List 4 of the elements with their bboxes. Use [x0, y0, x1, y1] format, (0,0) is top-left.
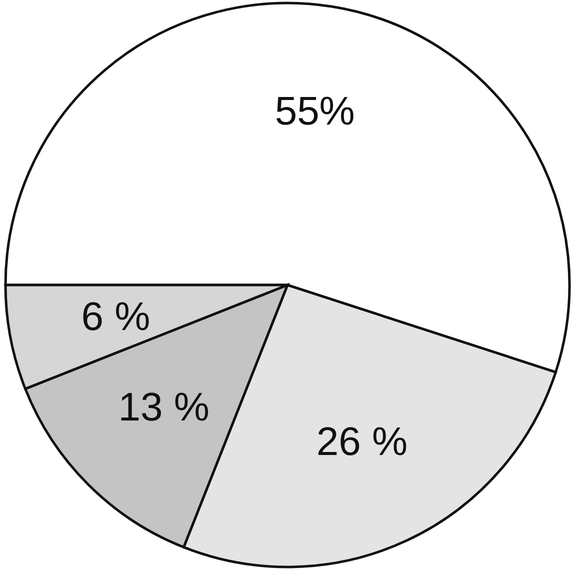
data-label: 26 %	[316, 420, 408, 464]
data-label: 13 %	[118, 386, 210, 430]
data-label: 6 %	[81, 294, 150, 339]
data-label: 55%	[274, 89, 355, 134]
